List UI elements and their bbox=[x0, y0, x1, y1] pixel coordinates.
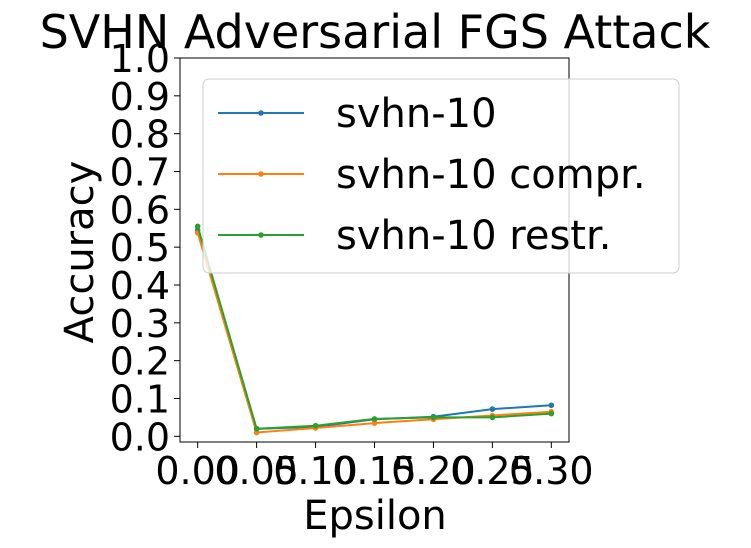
data-point bbox=[371, 416, 378, 422]
legend-entry: svhn-10 restr. bbox=[218, 213, 611, 259]
legend-label: svhn-10 compr. bbox=[336, 152, 646, 198]
x-tick-label: 0.05 bbox=[214, 449, 299, 493]
data-point bbox=[489, 414, 496, 421]
data-point bbox=[548, 402, 555, 409]
x-tick-label: 0.25 bbox=[450, 449, 535, 493]
x-tick-label: 0.00 bbox=[155, 449, 240, 493]
x-tick-label: 0.15 bbox=[332, 449, 417, 493]
data-point bbox=[489, 406, 496, 412]
y-axis-label: Accuracy bbox=[57, 161, 103, 344]
y-tick-label: 0.7 bbox=[110, 150, 170, 194]
x-tick-label: 0.20 bbox=[391, 449, 476, 493]
data-point bbox=[312, 422, 319, 429]
legend-marker bbox=[258, 232, 264, 238]
y-tick-label: 0.6 bbox=[110, 188, 170, 232]
y-tick-label: 0.5 bbox=[110, 226, 170, 270]
legend: svhn-10 svhn-10 compr. svhn-10 restr. bbox=[202, 78, 680, 274]
chart-title: SVHN Adversarial FGS Attack bbox=[40, 5, 711, 59]
legend-label: svhn-10 bbox=[336, 91, 497, 137]
legend-marker bbox=[258, 171, 264, 177]
y-tick-label: 1.0 bbox=[110, 37, 170, 81]
x-axis-label: Epsilon bbox=[303, 493, 447, 539]
legend-entry: svhn-10 bbox=[218, 91, 497, 137]
legend-label: svhn-10 restr. bbox=[336, 213, 611, 259]
y-tick-label: 0.0 bbox=[110, 415, 170, 459]
x-tick-label: 0.30 bbox=[509, 449, 594, 493]
data-point bbox=[253, 425, 260, 432]
series-layer bbox=[194, 223, 555, 436]
x-tick-label: 0.10 bbox=[273, 449, 358, 493]
y-tick-label: 0.8 bbox=[110, 113, 170, 157]
data-point bbox=[430, 414, 437, 421]
y-tick-label: 0.3 bbox=[110, 302, 170, 346]
y-tick-label: 0.2 bbox=[110, 340, 170, 384]
y-tick-label: 0.9 bbox=[110, 75, 170, 119]
y-axis: 0.00.10.20.30.40.50.60.70.80.91.0 bbox=[110, 37, 180, 459]
data-point bbox=[548, 410, 555, 417]
series-3 bbox=[194, 223, 555, 432]
data-point bbox=[194, 223, 201, 230]
y-tick-label: 0.4 bbox=[110, 264, 170, 308]
x-axis: 0.000.050.100.150.200.250.30 bbox=[155, 442, 594, 493]
legend-marker bbox=[258, 110, 264, 116]
legend-box bbox=[202, 78, 680, 274]
y-tick-label: 0.1 bbox=[110, 377, 170, 421]
legend-entry: svhn-10 compr. bbox=[218, 152, 646, 198]
data-point bbox=[371, 420, 378, 426]
